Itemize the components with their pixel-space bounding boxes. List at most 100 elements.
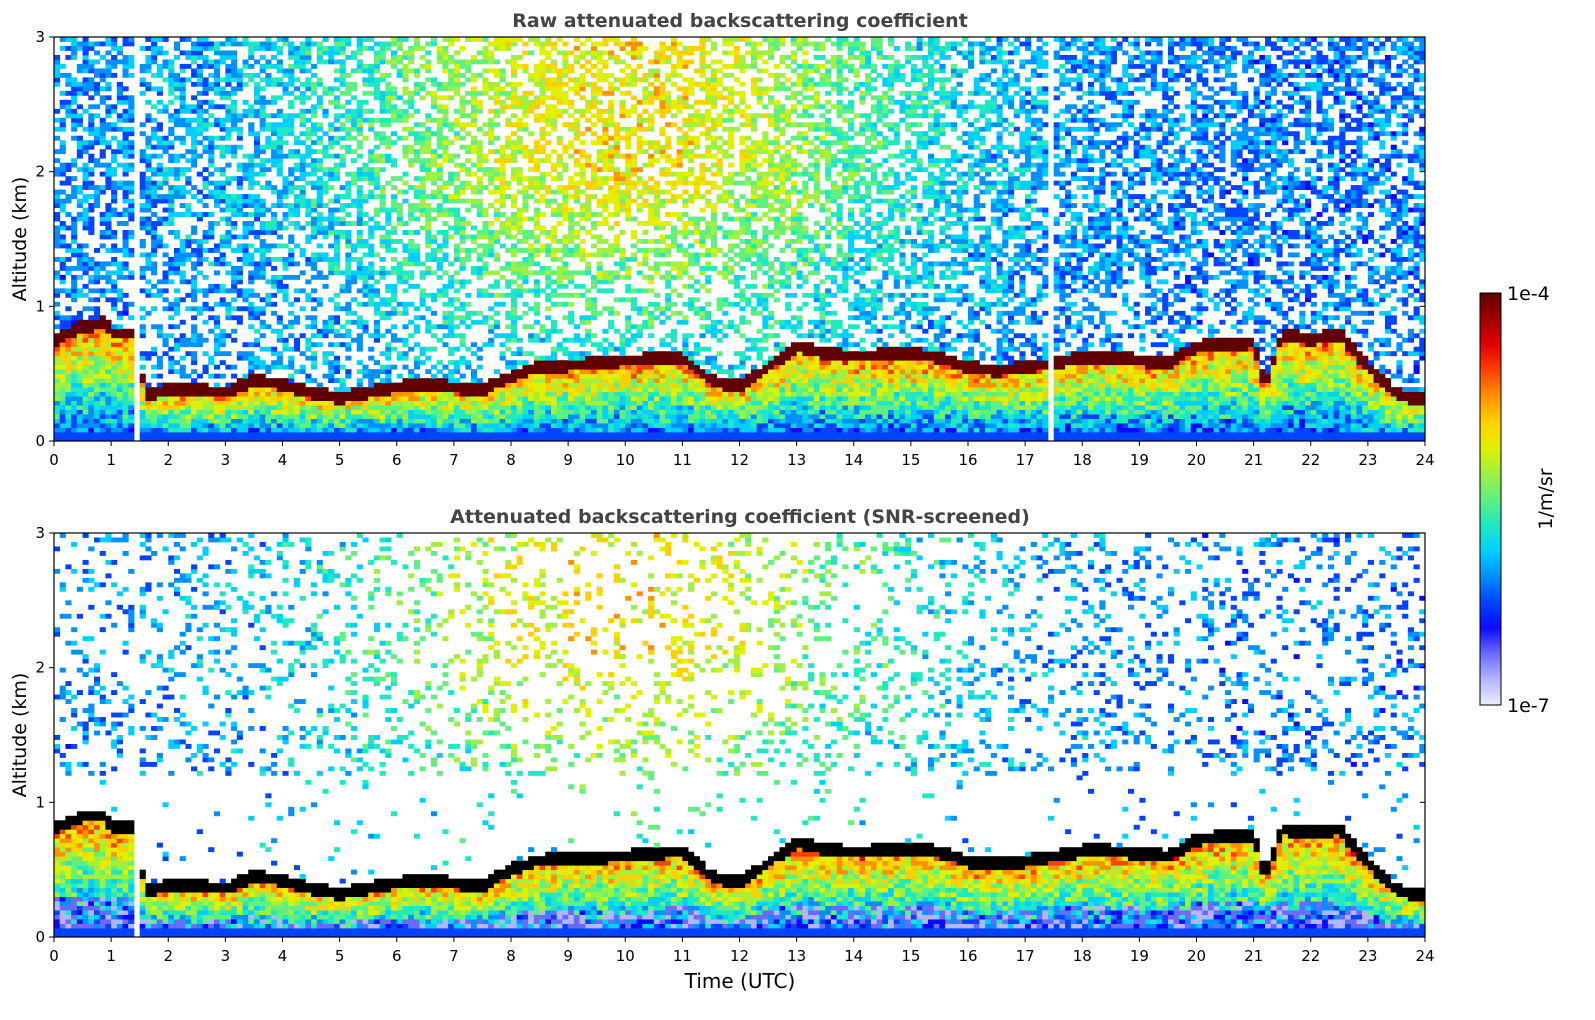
heatmap-cell (562, 59, 569, 65)
heatmap-cell (533, 436, 540, 442)
heatmap-cell (448, 396, 455, 401)
heatmap-cell (339, 153, 346, 159)
heatmap-cell (442, 423, 449, 428)
heatmap-cell (71, 400, 78, 406)
heatmap-cell (465, 198, 472, 204)
heatmap-cell (173, 346, 181, 352)
heatmap-cell (425, 387, 432, 393)
heatmap-cell (122, 387, 129, 393)
heatmap-cell (202, 180, 209, 186)
heatmap-cell (528, 382, 535, 388)
heatmap-cell (448, 432, 455, 437)
heatmap-cell (82, 405, 89, 410)
heatmap-cell (59, 418, 66, 424)
heatmap-cell (213, 122, 221, 128)
heatmap-cell (419, 351, 426, 357)
heatmap-cell (282, 346, 289, 352)
heatmap-cell (248, 373, 255, 379)
heatmap-cell (145, 292, 152, 298)
heatmap-cell (511, 405, 518, 410)
heatmap-cell (459, 396, 466, 401)
heatmap-cell (253, 216, 261, 222)
heatmap-cell (88, 180, 95, 186)
heatmap-cell (413, 90, 420, 96)
heatmap-cell (413, 176, 420, 182)
heatmap-cell (265, 292, 272, 298)
heatmap-cell (116, 423, 123, 428)
heatmap-cell (368, 378, 375, 384)
heatmap-cell (339, 270, 346, 276)
heatmap-cell (231, 391, 238, 397)
heatmap-cell (116, 221, 123, 226)
heatmap-cell (453, 122, 460, 128)
heatmap-cell (442, 378, 449, 384)
heatmap-cell (168, 216, 175, 222)
heatmap-cell (93, 297, 101, 303)
heatmap-cell (482, 270, 489, 276)
heatmap-cell (293, 59, 301, 65)
heatmap-cell (299, 41, 306, 47)
heatmap-cell (88, 171, 95, 177)
heatmap-cell (459, 135, 466, 141)
heatmap-cell (413, 418, 420, 424)
heatmap-cell (128, 140, 135, 146)
heatmap-cell (351, 423, 358, 428)
heatmap-cell (568, 247, 575, 253)
heatmap-cell (196, 54, 203, 60)
heatmap-cell (82, 333, 89, 339)
heatmap-cell (88, 207, 95, 213)
heatmap-cell (191, 409, 198, 415)
heatmap-cell (116, 274, 123, 280)
heatmap-cell (71, 423, 78, 428)
heatmap-cell (248, 351, 255, 357)
heatmap-cell (356, 265, 363, 271)
heatmap-cell (322, 328, 329, 334)
heatmap-cell (259, 387, 266, 393)
heatmap-cell (425, 400, 432, 406)
heatmap-cell (248, 104, 255, 110)
heatmap-cell (556, 68, 563, 74)
heatmap-cell (533, 414, 540, 419)
heatmap-cell (442, 243, 449, 249)
heatmap-cell (419, 400, 426, 406)
heatmap-cell (88, 423, 95, 428)
heatmap-cell (459, 391, 466, 397)
heatmap-cell (442, 158, 449, 164)
heatmap-cell (208, 409, 215, 415)
heatmap-cell (191, 72, 198, 78)
heatmap-cell (213, 270, 221, 276)
heatmap-cell (282, 337, 289, 343)
heatmap-cell (293, 162, 301, 168)
heatmap-cell (253, 378, 261, 384)
heatmap-cell (391, 283, 398, 289)
heatmap-cell (419, 427, 426, 433)
heatmap-cell (562, 261, 569, 267)
heatmap-cell (391, 247, 398, 253)
heatmap-cell (522, 301, 529, 307)
heatmap-cell (328, 373, 335, 379)
heatmap-cell (396, 176, 403, 182)
heatmap-cell (533, 149, 540, 155)
heatmap-cell (293, 432, 301, 437)
heatmap-cell (339, 45, 346, 51)
heatmap-cell (471, 108, 478, 114)
heatmap-cell (105, 369, 112, 375)
heatmap-cell (288, 104, 295, 110)
heatmap-cell (362, 243, 369, 249)
heatmap-cell (168, 333, 175, 339)
heatmap-cell (82, 414, 89, 419)
heatmap-cell (425, 355, 432, 361)
heatmap-cell (408, 405, 415, 410)
heatmap-cell (305, 315, 312, 321)
heatmap-cell (328, 59, 335, 65)
heatmap-cell (145, 99, 152, 105)
heatmap-cell (373, 387, 381, 393)
heatmap-cell (539, 126, 546, 132)
heatmap-cell (151, 72, 158, 78)
heatmap-cell (488, 382, 495, 388)
heatmap-cell (493, 216, 500, 222)
heatmap-cell (562, 149, 569, 155)
heatmap-cell (196, 418, 203, 424)
heatmap-cell (219, 198, 226, 204)
heatmap-cell (162, 180, 169, 186)
